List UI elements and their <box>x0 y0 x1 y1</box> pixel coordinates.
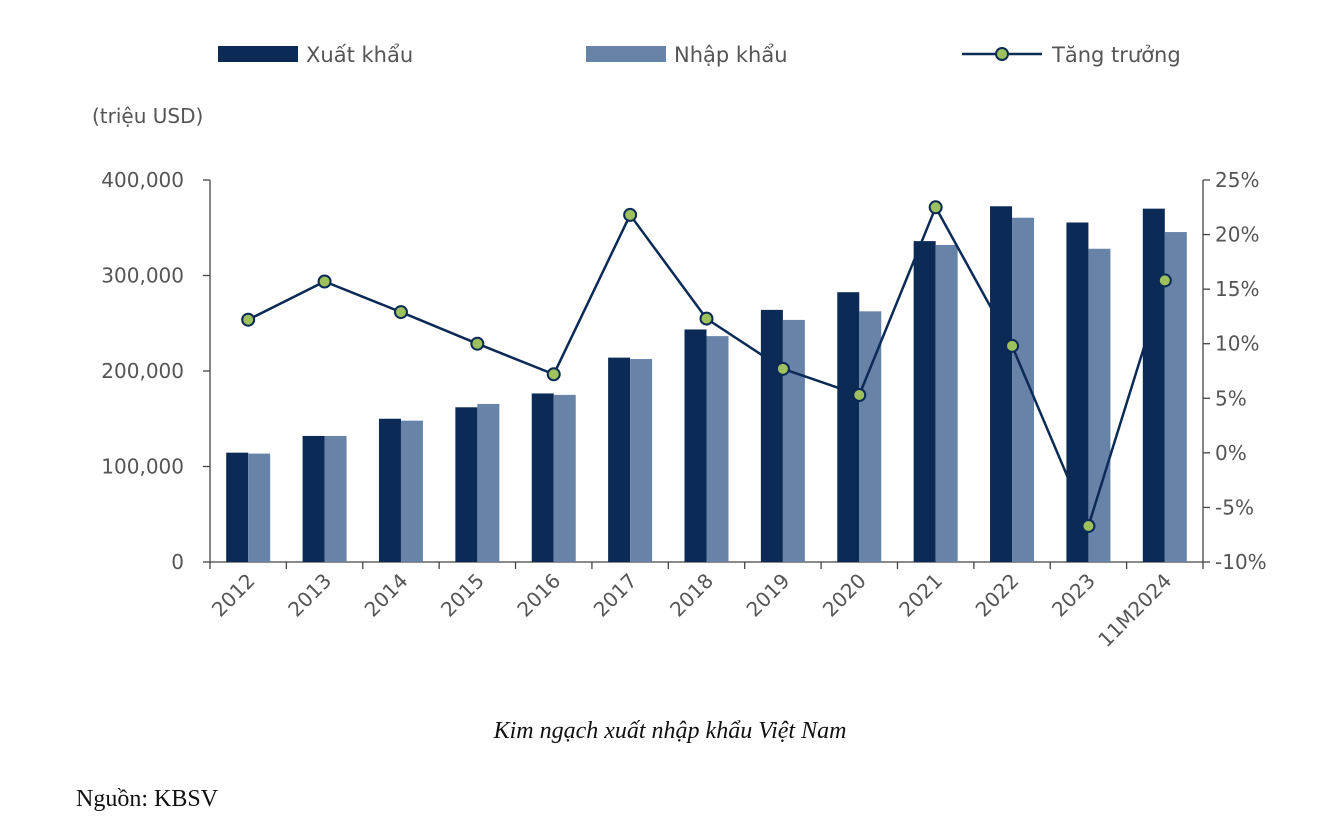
export-bar <box>760 309 783 562</box>
bars <box>226 206 1187 563</box>
x-tick-label: 2014 <box>360 569 413 622</box>
x-tick-label: 2013 <box>283 569 336 622</box>
export-bar <box>455 407 478 562</box>
import-bar <box>1012 217 1035 562</box>
growth-point <box>1157 273 1172 288</box>
growth-point <box>241 312 256 327</box>
growth-point <box>928 200 943 215</box>
y-right-tick-label: 20% <box>1215 223 1259 247</box>
y-axis-unit-label: (triệu USD) <box>92 104 203 128</box>
growth-point <box>393 305 408 320</box>
import-bar <box>324 435 347 562</box>
y-left-tick-label: 300,000 <box>101 264 184 288</box>
legend-marker-growth <box>995 47 1009 61</box>
y-left-tick-label: 0 <box>171 550 184 574</box>
y-right-tick-label: 10% <box>1215 332 1259 356</box>
y-left-tick-label: 400,000 <box>101 168 184 192</box>
x-tick-label: 2012 <box>207 569 260 622</box>
export-bar <box>913 241 936 562</box>
legend-label-import: Nhập khẩu <box>674 43 788 67</box>
growth-point <box>470 336 485 351</box>
import-bar <box>248 453 271 562</box>
growth-point <box>775 361 790 376</box>
import-bar <box>706 336 729 562</box>
growth-point <box>699 311 714 326</box>
x-tick-label: 2020 <box>818 569 871 622</box>
y-right-tick-label: 25% <box>1215 168 1259 192</box>
y-right-tick-label: 5% <box>1215 386 1247 410</box>
export-bar <box>990 206 1013 562</box>
legend: Xuất khẩu Nhập khẩu Tăng trưởng <box>218 43 1181 67</box>
import-bar <box>935 244 958 562</box>
export-bar <box>684 329 707 562</box>
chart-caption: Kim ngạch xuất nhập khẩu Việt Nam <box>493 718 847 744</box>
y-left-tick-label: 100,000 <box>101 455 184 479</box>
source-note: Nguồn: KBSV <box>76 786 219 812</box>
growth-line-group <box>241 200 1172 533</box>
import-bar <box>859 311 882 562</box>
import-bar <box>1088 248 1111 562</box>
growth-point <box>1005 338 1020 353</box>
x-tick-label: 2015 <box>436 569 489 622</box>
growth-point <box>623 207 638 222</box>
export-bar <box>1142 208 1165 562</box>
export-bar <box>531 393 554 562</box>
x-tick-label: 2022 <box>971 569 1024 622</box>
x-tick-label: 2016 <box>512 569 565 622</box>
growth-point <box>317 274 332 289</box>
legend-swatch-export <box>218 46 298 62</box>
x-tick-label: 2023 <box>1047 569 1100 622</box>
x-tick-label: 11M2024 <box>1093 569 1176 652</box>
legend-label-export: Xuất khẩu <box>306 43 413 67</box>
x-tick-label: 2021 <box>894 569 947 622</box>
export-bar <box>1066 222 1089 562</box>
import-bar <box>1164 232 1187 563</box>
y-right-tick-label: 15% <box>1215 277 1259 301</box>
growth-point <box>1081 518 1096 533</box>
export-bar <box>608 357 631 562</box>
growth-point <box>852 388 867 403</box>
legend-swatch-import <box>586 46 666 62</box>
import-bar <box>630 359 653 562</box>
x-tick-label: 2017 <box>589 569 642 622</box>
x-tick-label: 2019 <box>741 569 794 622</box>
import-bar <box>400 420 423 562</box>
y-left-tick-label: 200,000 <box>101 359 184 383</box>
growth-point <box>546 367 561 382</box>
import-bar <box>553 394 576 562</box>
export-bar <box>226 452 249 562</box>
legend-label-growth: Tăng trưởng <box>1051 43 1181 67</box>
y-right-tick-label: -5% <box>1215 495 1254 519</box>
export-bar <box>302 435 325 562</box>
y-right-tick-label: 0% <box>1215 441 1247 465</box>
y-right-tick-label: -10% <box>1215 550 1267 574</box>
export-bar <box>378 418 401 562</box>
x-tick-label: 2018 <box>665 569 718 622</box>
import-bar <box>782 319 805 562</box>
import-bar <box>477 403 500 562</box>
export-bar <box>837 292 860 562</box>
